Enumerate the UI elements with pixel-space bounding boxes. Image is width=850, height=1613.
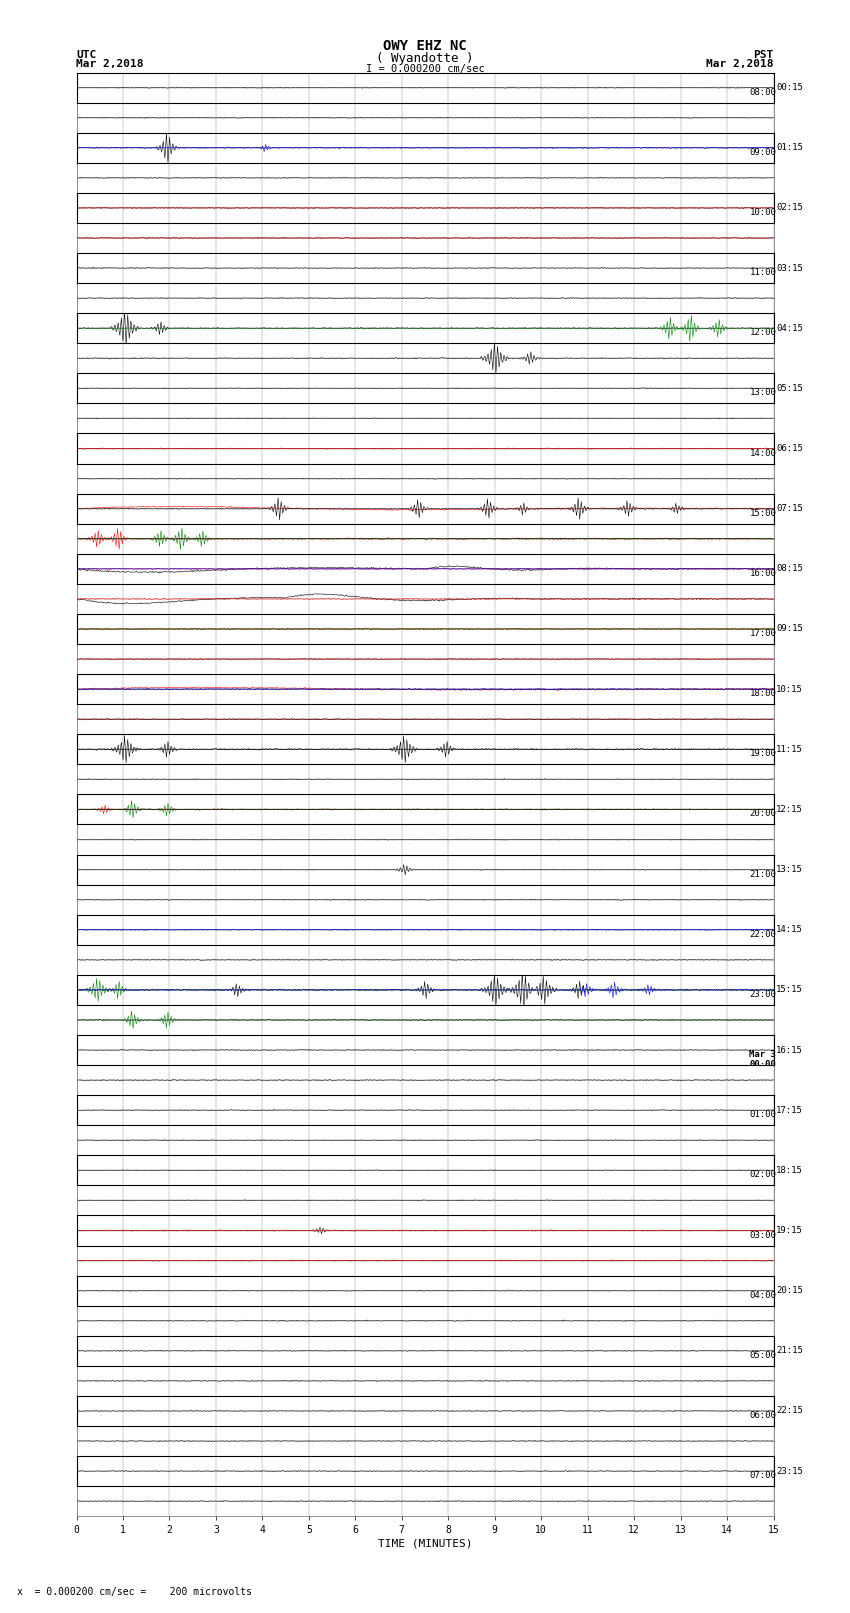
Y-axis label: 10:15: 10:15 [776, 684, 803, 694]
Text: OWY EHZ NC: OWY EHZ NC [383, 39, 467, 53]
Y-axis label: 06:00: 06:00 [750, 1411, 776, 1419]
Y-axis label: 06:15: 06:15 [776, 444, 803, 453]
Y-axis label: 16:15: 16:15 [776, 1045, 803, 1055]
Y-axis label: 19:15: 19:15 [776, 1226, 803, 1236]
Y-axis label: 07:00: 07:00 [750, 1471, 776, 1481]
Y-axis label: 22:00: 22:00 [750, 929, 776, 939]
Text: UTC: UTC [76, 50, 97, 60]
Y-axis label: 17:00: 17:00 [750, 629, 776, 639]
Text: x  = 0.000200 cm/sec =    200 microvolts: x = 0.000200 cm/sec = 200 microvolts [17, 1587, 252, 1597]
Y-axis label: 13:00: 13:00 [750, 389, 776, 397]
Y-axis label: 03:15: 03:15 [776, 263, 803, 273]
Text: PST: PST [753, 50, 774, 60]
Y-axis label: 02:15: 02:15 [776, 203, 803, 213]
Y-axis label: 23:15: 23:15 [776, 1466, 803, 1476]
Y-axis label: 20:00: 20:00 [750, 810, 776, 818]
Text: Mar 2,2018: Mar 2,2018 [706, 60, 774, 69]
Text: ( Wyandotte ): ( Wyandotte ) [377, 52, 473, 65]
Y-axis label: 10:00: 10:00 [750, 208, 776, 216]
Y-axis label: 23:00: 23:00 [750, 990, 776, 998]
Y-axis label: 11:00: 11:00 [750, 268, 776, 277]
Y-axis label: 01:00: 01:00 [750, 1110, 776, 1119]
Y-axis label: 09:15: 09:15 [776, 624, 803, 634]
Y-axis label: 15:00: 15:00 [750, 508, 776, 518]
Y-axis label: 18:15: 18:15 [776, 1166, 803, 1174]
Y-axis label: 04:00: 04:00 [750, 1290, 776, 1300]
Y-axis label: 14:00: 14:00 [750, 448, 776, 458]
Y-axis label: 08:00: 08:00 [750, 87, 776, 97]
Y-axis label: 04:15: 04:15 [776, 324, 803, 332]
Y-axis label: 12:00: 12:00 [750, 327, 776, 337]
Y-axis label: Mar 3
00:00: Mar 3 00:00 [750, 1050, 776, 1069]
Y-axis label: 13:15: 13:15 [776, 865, 803, 874]
Y-axis label: 08:15: 08:15 [776, 565, 803, 573]
Text: I = 0.000200 cm/sec: I = 0.000200 cm/sec [366, 65, 484, 74]
Y-axis label: 07:15: 07:15 [776, 505, 803, 513]
Text: Mar 2,2018: Mar 2,2018 [76, 60, 144, 69]
Y-axis label: 20:15: 20:15 [776, 1286, 803, 1295]
Y-axis label: 17:15: 17:15 [776, 1105, 803, 1115]
Y-axis label: 21:15: 21:15 [776, 1347, 803, 1355]
Y-axis label: 02:00: 02:00 [750, 1171, 776, 1179]
Y-axis label: 00:15: 00:15 [776, 84, 803, 92]
Y-axis label: 21:00: 21:00 [750, 869, 776, 879]
Y-axis label: 16:00: 16:00 [750, 569, 776, 577]
Y-axis label: 03:00: 03:00 [750, 1231, 776, 1239]
Y-axis label: 14:15: 14:15 [776, 926, 803, 934]
Y-axis label: 05:15: 05:15 [776, 384, 803, 394]
Y-axis label: 11:15: 11:15 [776, 745, 803, 753]
Y-axis label: 15:15: 15:15 [776, 986, 803, 994]
Y-axis label: 18:00: 18:00 [750, 689, 776, 698]
X-axis label: TIME (MINUTES): TIME (MINUTES) [377, 1539, 473, 1548]
Y-axis label: 22:15: 22:15 [776, 1407, 803, 1416]
Y-axis label: 05:00: 05:00 [750, 1350, 776, 1360]
Y-axis label: 12:15: 12:15 [776, 805, 803, 815]
Y-axis label: 01:15: 01:15 [776, 144, 803, 152]
Y-axis label: 19:00: 19:00 [750, 750, 776, 758]
Y-axis label: 09:00: 09:00 [750, 148, 776, 156]
